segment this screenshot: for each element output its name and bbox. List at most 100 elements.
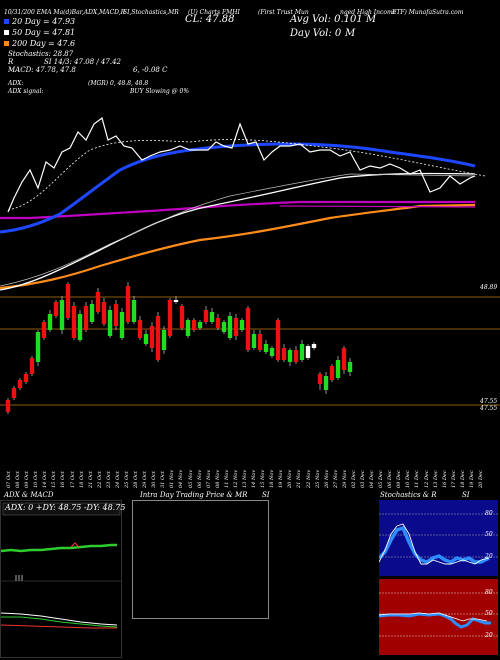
candle-body	[131, 300, 137, 322]
candle-body	[281, 348, 287, 360]
ema20-legend: 20 Day = 47.93	[4, 17, 75, 26]
header-chart-link[interactable]: (U) Charts FMHI	[188, 9, 240, 16]
ema200-line	[0, 203, 476, 290]
buy-selling: BUY Slowing @ 0%	[130, 88, 190, 95]
candle-body	[347, 362, 353, 372]
candle-body	[89, 304, 95, 322]
adx-macd-title: ADX & MACD	[4, 491, 54, 499]
candle-body	[215, 318, 221, 328]
ema50-line-2	[0, 173, 476, 287]
si-prefix: R	[8, 58, 14, 66]
candle-body	[227, 316, 233, 338]
candle-body	[305, 346, 311, 358]
date-label: 12 Dec	[423, 470, 430, 488]
stoch-tick-20: 20	[485, 553, 493, 560]
date-label: 23 Oct	[105, 471, 112, 488]
candle-body	[341, 348, 347, 370]
candle-body	[119, 312, 125, 338]
date-label: 05 Dec	[378, 470, 385, 488]
date-label: 18 Nov	[269, 469, 276, 488]
candle-body	[41, 322, 47, 338]
adx-macd-graph	[1, 502, 121, 629]
date-label: 07 Nov	[205, 469, 212, 488]
candle-body	[335, 360, 341, 378]
date-label: 06 Dec	[387, 470, 394, 488]
date-label: 05 Nov	[187, 469, 194, 488]
candle-body	[65, 284, 71, 318]
date-label: 11 Dec	[414, 470, 421, 488]
header-fund-desc: nged High Income	[340, 9, 397, 16]
date-label: 13 Dec	[432, 470, 439, 488]
ema20-line	[0, 142, 476, 234]
candle-body	[113, 304, 119, 326]
candle-body	[95, 292, 101, 312]
date-label: 10 Dec	[405, 470, 412, 488]
candle-body	[299, 344, 305, 360]
candle-body	[47, 314, 53, 330]
candle-body	[311, 344, 317, 348]
candle-body	[263, 344, 269, 352]
candle-body	[275, 320, 281, 360]
stoch-title: Stochastics & R	[380, 491, 437, 499]
date-label: 03 Dec	[360, 470, 366, 488]
candle-body	[29, 358, 35, 374]
adx-box-text: ADX: 0 +DY: 48.75 -DY: 48.75	[5, 503, 126, 512]
date-label: 31 Oct	[160, 471, 167, 488]
candle-body	[179, 306, 185, 328]
candle-body	[323, 376, 329, 390]
candle-body	[293, 350, 299, 362]
macd-value: MACD: 47.78, 47.8	[8, 66, 76, 74]
adx-signal-label: ADX signal:	[8, 88, 44, 95]
price-axis-bottom-1: 47.55	[480, 398, 498, 405]
date-label: 04 Nov	[178, 469, 185, 488]
purple-line	[0, 200, 475, 220]
purple-line-2	[279, 205, 476, 208]
candle-body	[23, 374, 29, 382]
date-label: 18 Dec	[459, 470, 466, 488]
date-label: 20 Nov	[287, 469, 294, 488]
candle-body	[17, 380, 23, 388]
stochastics-value: Stochastics: 28.87	[8, 50, 74, 58]
candle-body	[251, 334, 257, 348]
candle-body	[203, 310, 209, 322]
date-label: 01 Nov	[169, 469, 176, 488]
adx-label: ADX:	[8, 80, 24, 87]
adx-values: (MGR) 0, 48.8, 48.8	[88, 80, 149, 87]
rsi-graph	[379, 592, 498, 637]
intraday-si: SI	[262, 491, 270, 499]
intraday-panel	[132, 500, 269, 619]
stochastics-panel: 80 50 20	[379, 500, 498, 576]
date-label: 25 Nov	[314, 469, 321, 488]
date-label: 12 Nov	[232, 469, 239, 488]
date-label: 15 Oct	[51, 471, 58, 488]
candle-body	[71, 306, 77, 338]
date-label: 26 Nov	[323, 469, 330, 488]
candle-body	[107, 310, 113, 336]
date-label: 19 Nov	[278, 469, 285, 488]
date-label: 28 Oct	[133, 471, 140, 488]
date-label: 22 Nov	[305, 469, 312, 488]
date-label: 19 Dec	[468, 470, 475, 488]
avg-vol-label: Avg Vol: 0.101 M	[290, 14, 377, 25]
candle-body	[77, 314, 83, 340]
ema200-text: 200 Day = 47.6	[12, 39, 76, 48]
date-label: 02 Dec	[350, 470, 357, 488]
date-label: 29 Oct	[142, 471, 149, 488]
candle-body	[83, 306, 89, 330]
date-label: 18 Oct	[78, 471, 85, 488]
date-label: 08 Nov	[214, 469, 221, 488]
candle-body	[317, 374, 323, 384]
header-top-line: 10/31/200 EMA Ma(d)Bar,ADX,MACD,R	[4, 9, 126, 16]
ema200-legend: 200 Day = 47.6	[4, 39, 75, 48]
candle-body	[245, 308, 251, 350]
candle-body	[155, 316, 161, 360]
intraday-title: Intra Day Trading Price & MR	[140, 491, 248, 499]
date-label: 16 Oct	[60, 471, 67, 488]
ema50-swatch	[4, 30, 9, 35]
stochastics-graph	[379, 513, 498, 565]
candle-body	[125, 286, 131, 322]
date-label: 30 Oct	[151, 471, 158, 488]
ema50-text: 50 Day = 47.81	[12, 28, 76, 37]
day-vol-label: Day Vol: 0	[290, 28, 342, 39]
